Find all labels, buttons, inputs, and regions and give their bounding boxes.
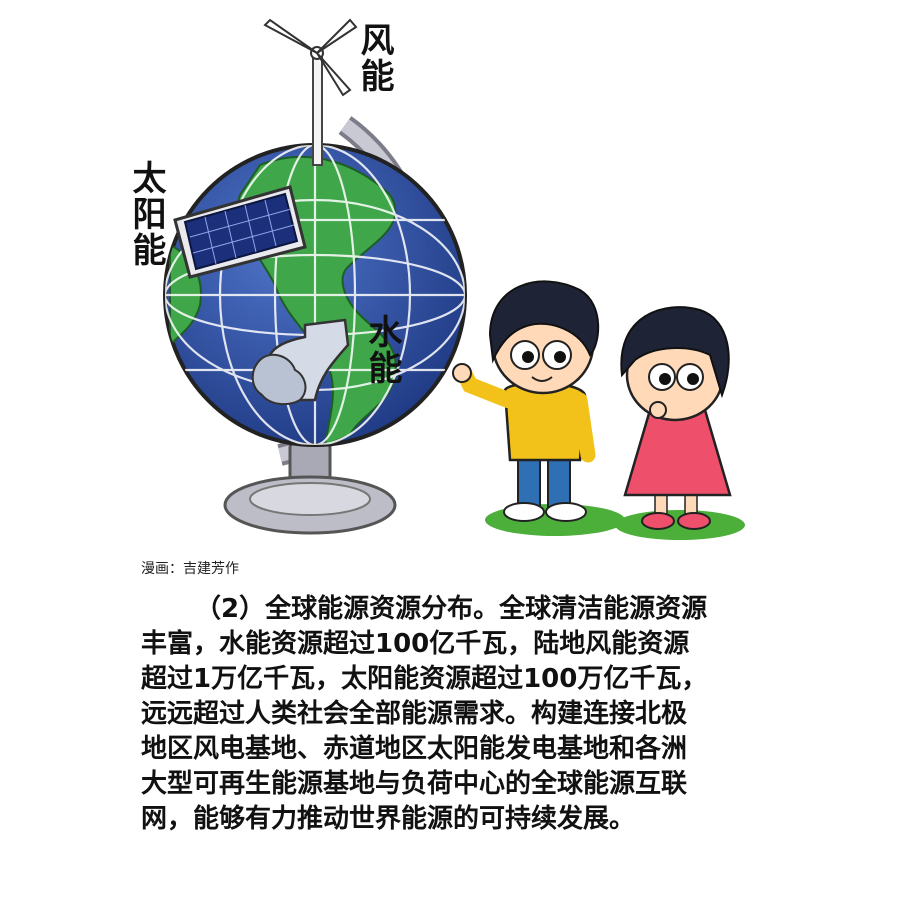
solar-energy-label: 太阳能: [126, 160, 166, 268]
solar-panel-icon: [173, 185, 307, 279]
cartoon-illustration: [163, 18, 745, 540]
paragraph: （2）全球能源资源分布。全球清洁能源资源 丰富，水能资源超过100亿千瓦，陆地风…: [141, 592, 781, 837]
paragraph-line: 大型可再生能源基地与负荷中心的全球能源互联: [141, 769, 688, 799]
boy-character: [452, 280, 600, 522]
wind-energy-label: 风能: [354, 22, 394, 94]
paragraph-line: 远远超过人类社会全部能源需求。构建连接北极: [141, 699, 688, 729]
girl-character: [620, 306, 732, 530]
water-flow-icon: [251, 318, 350, 406]
paragraph-line: 超过1万亿千瓦，太阳能资源超过100万亿千瓦，: [141, 664, 708, 694]
paragraph-line: 地区风电基地、赤道地区太阳能发电基地和各洲: [141, 734, 688, 764]
paragraph-line: 丰富，水能资源超过100亿千瓦，陆地风能资源: [141, 629, 690, 659]
paragraph-line: （2）全球能源资源分布。全球清洁能源资源: [195, 594, 708, 624]
paragraph-line: 网，能够有力推动世界能源的可持续发展。: [141, 804, 636, 834]
wind-turbine-icon: [263, 18, 358, 166]
water-energy-label: 水能: [362, 314, 402, 386]
illustration-credit: 漫画：吉建芳作: [141, 561, 239, 577]
